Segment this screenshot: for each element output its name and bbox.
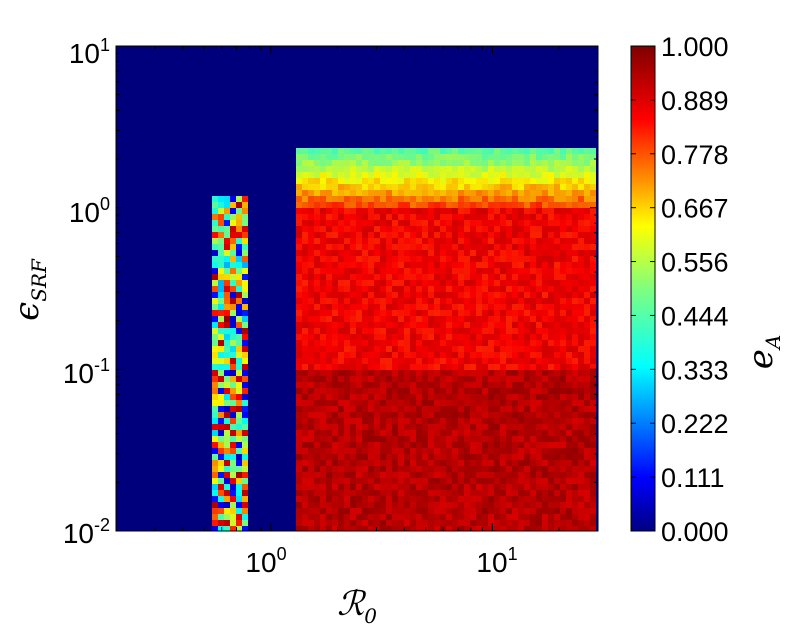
colorbar-title: eA bbox=[741, 335, 785, 370]
x-tick-label: 100 bbox=[245, 544, 286, 578]
colorbar-ticks: 0.000 0.111 0.222 0.333 0.444 0.556 0.667 0.778… bbox=[631, 32, 729, 547]
heatmap-plot-area bbox=[115, 45, 599, 532]
heatmap-texture bbox=[116, 46, 598, 531]
x-axis-title: ℛ0 bbox=[337, 584, 377, 628]
y-axis-title: ϵSRF bbox=[7, 258, 51, 321]
colorbar-tick-label: 0.667 bbox=[661, 194, 729, 224]
x-axis: 100 101 ℛ0 bbox=[245, 544, 517, 628]
y-tick-label: 100 bbox=[69, 194, 110, 228]
colorbar-tick-label: 0.889 bbox=[661, 86, 729, 116]
colorbar-tick-label: 0.556 bbox=[661, 248, 729, 278]
y-tick-label: 10-2 bbox=[63, 515, 110, 549]
colorbar-tick-label: 0.444 bbox=[661, 301, 729, 331]
y-axis: 101 100 10-1 10-2 ϵSRF bbox=[7, 35, 110, 549]
plot-frame bbox=[115, 45, 599, 532]
colorbar-gradient bbox=[630, 45, 656, 532]
colorbar: 0.000 0.111 0.222 0.333 0.444 0.556 0.667 0.778… bbox=[630, 32, 785, 547]
colorbar-tick-label: 0.778 bbox=[661, 140, 729, 170]
colorbar-tick-label: 1.000 bbox=[661, 32, 729, 62]
colorbar-tick-label: 0.111 bbox=[661, 463, 725, 493]
x-tick-label: 101 bbox=[476, 544, 517, 578]
colorbar-tick-label: 0.000 bbox=[661, 517, 729, 547]
colorbar-tick-label: 0.222 bbox=[661, 409, 729, 439]
y-tick-label: 101 bbox=[69, 35, 110, 69]
y-tick-label: 10-1 bbox=[63, 355, 110, 389]
colorbar-tick-label: 0.333 bbox=[661, 355, 729, 385]
